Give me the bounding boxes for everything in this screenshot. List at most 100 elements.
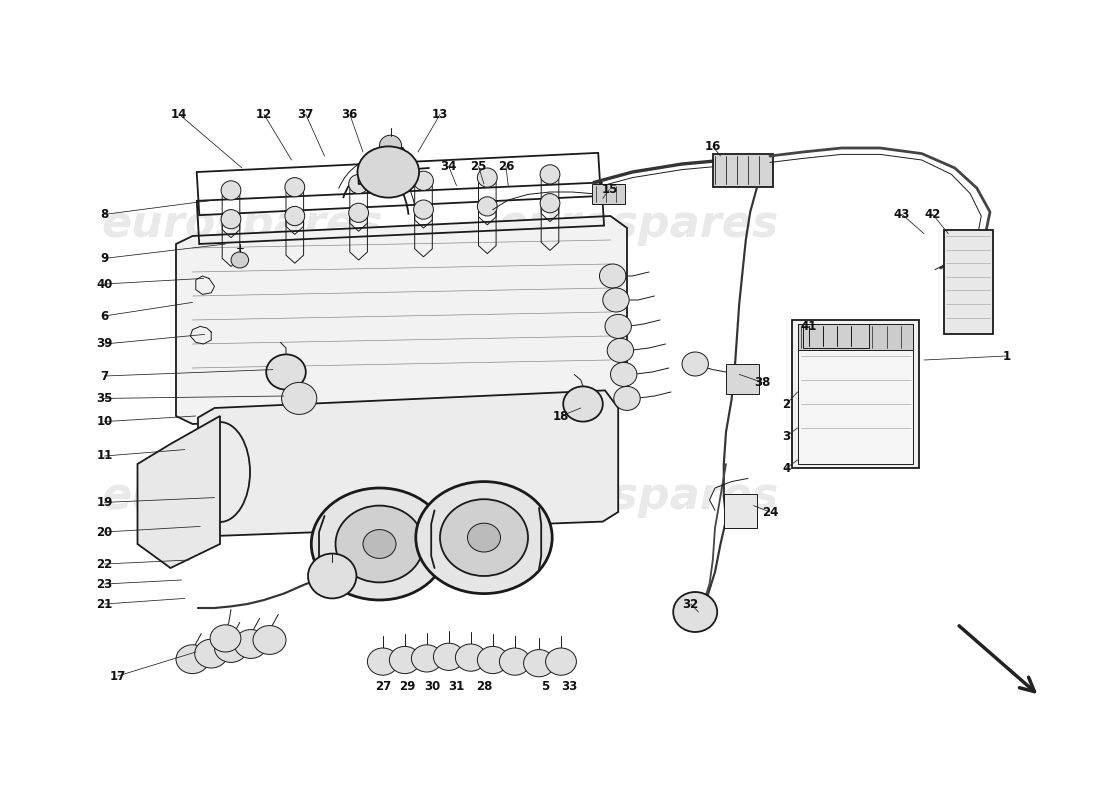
Text: 1: 1 xyxy=(1002,350,1011,362)
Ellipse shape xyxy=(477,646,508,674)
Bar xyxy=(713,154,773,187)
Text: 38: 38 xyxy=(755,376,770,389)
Bar xyxy=(798,324,913,350)
Text: 40: 40 xyxy=(97,278,112,290)
Bar xyxy=(944,230,993,334)
Ellipse shape xyxy=(308,554,356,598)
Text: 15: 15 xyxy=(602,183,617,196)
Text: 25: 25 xyxy=(471,160,486,173)
Text: 32: 32 xyxy=(683,598,698,610)
Text: eurospares: eurospares xyxy=(101,202,383,246)
Text: 12: 12 xyxy=(256,108,272,121)
Ellipse shape xyxy=(468,523,500,552)
Bar xyxy=(798,324,913,464)
Polygon shape xyxy=(176,216,627,424)
Text: 43: 43 xyxy=(894,208,910,221)
Text: 42: 42 xyxy=(925,208,940,221)
Ellipse shape xyxy=(524,650,554,677)
Text: 41: 41 xyxy=(801,320,816,333)
Ellipse shape xyxy=(176,645,209,674)
Text: 21: 21 xyxy=(97,598,112,610)
Ellipse shape xyxy=(603,288,629,312)
Bar xyxy=(724,494,757,528)
Text: 13: 13 xyxy=(432,108,448,121)
Ellipse shape xyxy=(359,148,407,196)
Text: eurospares: eurospares xyxy=(101,474,383,518)
Polygon shape xyxy=(198,390,618,536)
Ellipse shape xyxy=(540,194,560,213)
Text: eurospares: eurospares xyxy=(497,202,779,246)
Text: 18: 18 xyxy=(553,410,569,422)
Text: 23: 23 xyxy=(97,578,112,590)
Ellipse shape xyxy=(231,252,249,268)
Ellipse shape xyxy=(210,625,241,652)
Ellipse shape xyxy=(363,530,396,558)
Text: 10: 10 xyxy=(97,415,112,428)
Ellipse shape xyxy=(311,488,448,600)
Text: 29: 29 xyxy=(399,680,415,693)
Ellipse shape xyxy=(349,174,368,194)
Polygon shape xyxy=(138,416,220,568)
Text: 3: 3 xyxy=(782,430,791,442)
Text: 11: 11 xyxy=(97,450,112,462)
Ellipse shape xyxy=(440,499,528,576)
Text: 34: 34 xyxy=(441,160,456,173)
Text: 2: 2 xyxy=(782,398,791,410)
Ellipse shape xyxy=(455,644,486,671)
Text: eurospares: eurospares xyxy=(497,474,779,518)
Ellipse shape xyxy=(349,203,368,222)
Ellipse shape xyxy=(605,314,631,338)
Bar xyxy=(726,364,759,394)
Ellipse shape xyxy=(607,338,634,362)
Ellipse shape xyxy=(433,643,464,670)
Ellipse shape xyxy=(379,135,401,156)
Ellipse shape xyxy=(414,171,433,190)
Text: 30: 30 xyxy=(425,680,440,693)
Text: 4: 4 xyxy=(782,462,791,474)
Text: 17: 17 xyxy=(110,670,125,682)
Ellipse shape xyxy=(285,206,305,226)
Ellipse shape xyxy=(266,354,306,390)
Ellipse shape xyxy=(499,648,530,675)
Ellipse shape xyxy=(214,634,248,662)
Text: 9: 9 xyxy=(100,252,109,265)
Text: 24: 24 xyxy=(762,506,778,518)
Ellipse shape xyxy=(282,382,317,414)
Text: 22: 22 xyxy=(97,558,112,570)
Ellipse shape xyxy=(336,506,424,582)
Ellipse shape xyxy=(477,197,497,216)
Ellipse shape xyxy=(610,362,637,386)
Ellipse shape xyxy=(221,181,241,200)
Text: 8: 8 xyxy=(100,208,109,221)
Ellipse shape xyxy=(221,210,241,229)
Text: 7: 7 xyxy=(100,370,109,382)
Ellipse shape xyxy=(367,648,398,675)
Ellipse shape xyxy=(234,630,267,658)
Text: 26: 26 xyxy=(498,160,514,173)
Text: 37: 37 xyxy=(298,108,314,121)
Bar xyxy=(592,184,625,204)
Ellipse shape xyxy=(416,482,552,594)
Ellipse shape xyxy=(195,639,228,668)
Text: 31: 31 xyxy=(449,680,464,693)
Ellipse shape xyxy=(546,648,576,675)
Ellipse shape xyxy=(389,646,420,674)
Ellipse shape xyxy=(414,200,433,219)
Text: 27: 27 xyxy=(375,680,390,693)
Text: 35: 35 xyxy=(97,392,112,405)
Ellipse shape xyxy=(540,165,560,184)
Ellipse shape xyxy=(614,386,640,410)
Ellipse shape xyxy=(285,178,305,197)
Text: 36: 36 xyxy=(342,108,358,121)
Text: 14: 14 xyxy=(172,108,187,121)
Text: 20: 20 xyxy=(97,526,112,538)
Ellipse shape xyxy=(477,168,497,187)
Ellipse shape xyxy=(682,352,708,376)
Text: 19: 19 xyxy=(97,496,112,509)
Ellipse shape xyxy=(411,645,442,672)
Bar xyxy=(792,320,918,468)
Ellipse shape xyxy=(600,264,626,288)
Bar xyxy=(803,324,869,348)
Text: 28: 28 xyxy=(476,680,492,693)
Text: 5: 5 xyxy=(541,680,550,693)
